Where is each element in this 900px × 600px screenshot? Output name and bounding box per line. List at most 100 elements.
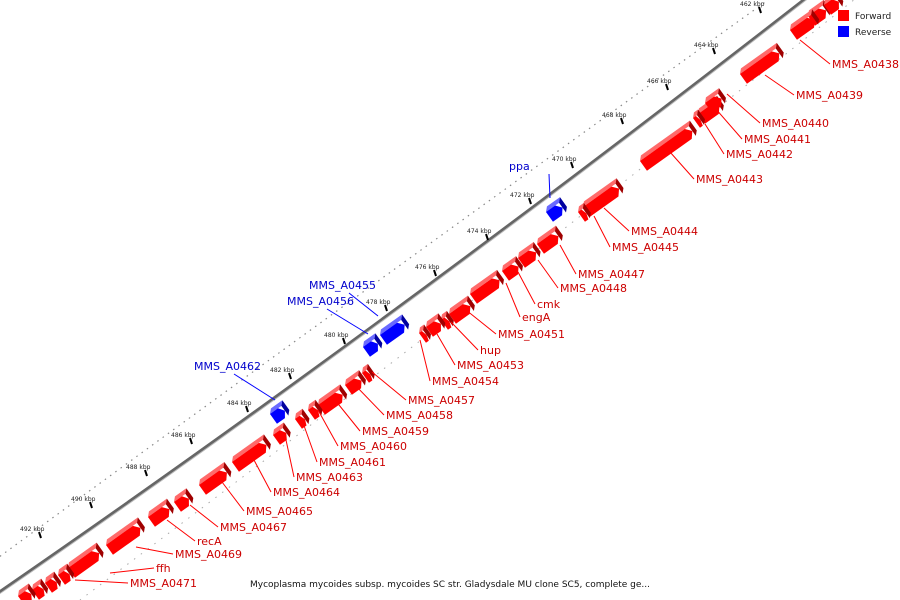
gene-front-face (502, 264, 519, 281)
gene-label: MMS_A0445 (612, 241, 679, 254)
gene-MMS_A0454 (419, 324, 431, 343)
gene-leader-line (285, 439, 295, 478)
gene-label: MMS_A0457 (408, 394, 475, 407)
gene-top-face (426, 313, 439, 327)
gene-MMS_A0444 (583, 178, 624, 217)
tick-mark (433, 269, 437, 277)
tick-mark (485, 233, 489, 241)
gene-side-face (437, 313, 446, 329)
gene-front-face (18, 591, 32, 600)
tick-label: 466 kbp (647, 78, 672, 85)
legend-forward-swatch (838, 10, 849, 21)
tick-label: 490 kbp (71, 496, 96, 503)
gene-label: cmk (537, 298, 561, 311)
gene-leader-line (505, 282, 521, 318)
gene-leader-line (559, 244, 577, 275)
gene-side-face (582, 202, 591, 219)
gene-leader-line (301, 419, 318, 463)
gene-front-face (426, 321, 441, 337)
genome-backbone (0, 0, 807, 594)
gene-top-face (270, 400, 283, 414)
gene-leader-line (537, 259, 559, 289)
gene-MMS_A0462 (270, 400, 290, 424)
gene-leader-line (334, 399, 361, 432)
gene-side-face (366, 363, 375, 380)
gene-side-face (496, 269, 504, 286)
tick-label: 492 kbp (20, 526, 45, 533)
tick-label: 462 kbp (740, 1, 765, 8)
gene-side-face (27, 583, 36, 599)
gene-side-face (185, 488, 194, 504)
scale-dotted-arc (0, 0, 770, 558)
gene-front-face (174, 496, 189, 512)
gene-MMS_A0445 (578, 202, 591, 222)
gene-label: MMS_A0447 (578, 268, 645, 281)
tick-label: 486 kbp (171, 432, 196, 439)
tick-label: 482 kbp (270, 367, 295, 374)
gene-side-face (66, 563, 75, 579)
tick-label: 480 kbp (324, 332, 349, 339)
gene-MMS_A0447 (537, 225, 563, 254)
gene-label: recA (197, 535, 222, 548)
gene-front-face (345, 378, 362, 395)
gene-front-face (58, 570, 71, 585)
gene-side-face (718, 88, 726, 104)
gene-front-face (199, 470, 227, 495)
ticks-layer: 462 kbp 464 kbp 466 kbp 468 kbp 470 kbp 472 k… (20, 1, 765, 539)
gene-MMS_A0459 (318, 384, 348, 415)
gene-leader-line (669, 151, 695, 180)
gene-label: MMS_A0451 (498, 328, 565, 341)
genes-layer (18, 0, 844, 600)
gene-front-face (148, 507, 170, 527)
gene-leader-line (764, 74, 795, 96)
gene-front-face (537, 234, 559, 254)
gene-top-face (693, 109, 699, 118)
tick-mark (712, 47, 716, 55)
gene-MMS_A0463 (273, 422, 291, 445)
gene-front-face (449, 304, 471, 324)
gene-side-face (40, 578, 49, 594)
tick-mark (342, 337, 346, 345)
tick-label: 478 kbp (366, 299, 391, 306)
gene-leader-line (371, 371, 407, 401)
gene-side-face (262, 434, 271, 450)
gene-label: MMS_A0456 (287, 295, 354, 308)
gene-side-face (688, 120, 697, 136)
tick-mark (665, 83, 669, 91)
gene-side-face (282, 422, 291, 438)
gene-MMS_A0438 (790, 9, 820, 40)
gene-side-face (136, 517, 145, 533)
gene-leader-line (436, 333, 456, 366)
gene-label: MMS_A0455 (309, 279, 376, 292)
gene-label: MMS_A0439 (796, 89, 863, 102)
tick-mark (758, 6, 762, 14)
gene-leader-line (450, 321, 479, 351)
tick-mark (620, 117, 624, 125)
gene-side-face (615, 178, 624, 194)
gene-side-face (697, 109, 705, 125)
legend: Forward Reverse (838, 10, 892, 38)
gene-label: MMS_A0438 (832, 58, 899, 71)
gene-MMS_A0439 (740, 42, 784, 84)
gene-side-face (374, 333, 383, 349)
gene-leader-line (419, 339, 431, 382)
gene-top-face (578, 202, 584, 212)
gene-MMS_A0458 (345, 370, 366, 395)
gene-leader-line (189, 504, 219, 528)
gene-front-face (318, 392, 343, 415)
gene-top-face (174, 488, 187, 502)
gene-MMS_A0457 (362, 363, 375, 383)
gene-side-face (401, 314, 410, 330)
gene-top-face (502, 256, 516, 271)
gene-top-face (32, 578, 42, 590)
gene-front-face (419, 330, 429, 343)
tick-label: 472 kbp (510, 192, 535, 199)
tick-mark (89, 501, 93, 509)
gene-front-face (380, 322, 405, 345)
gene-top-face (470, 269, 497, 294)
tick-mark (384, 304, 388, 312)
gene-MMS_A0464 (232, 434, 271, 472)
map-caption: Mycoplasma mycoides subsp. mycoides SC s… (250, 580, 650, 590)
tick-mark (189, 437, 193, 445)
gene-top-face (199, 461, 225, 485)
